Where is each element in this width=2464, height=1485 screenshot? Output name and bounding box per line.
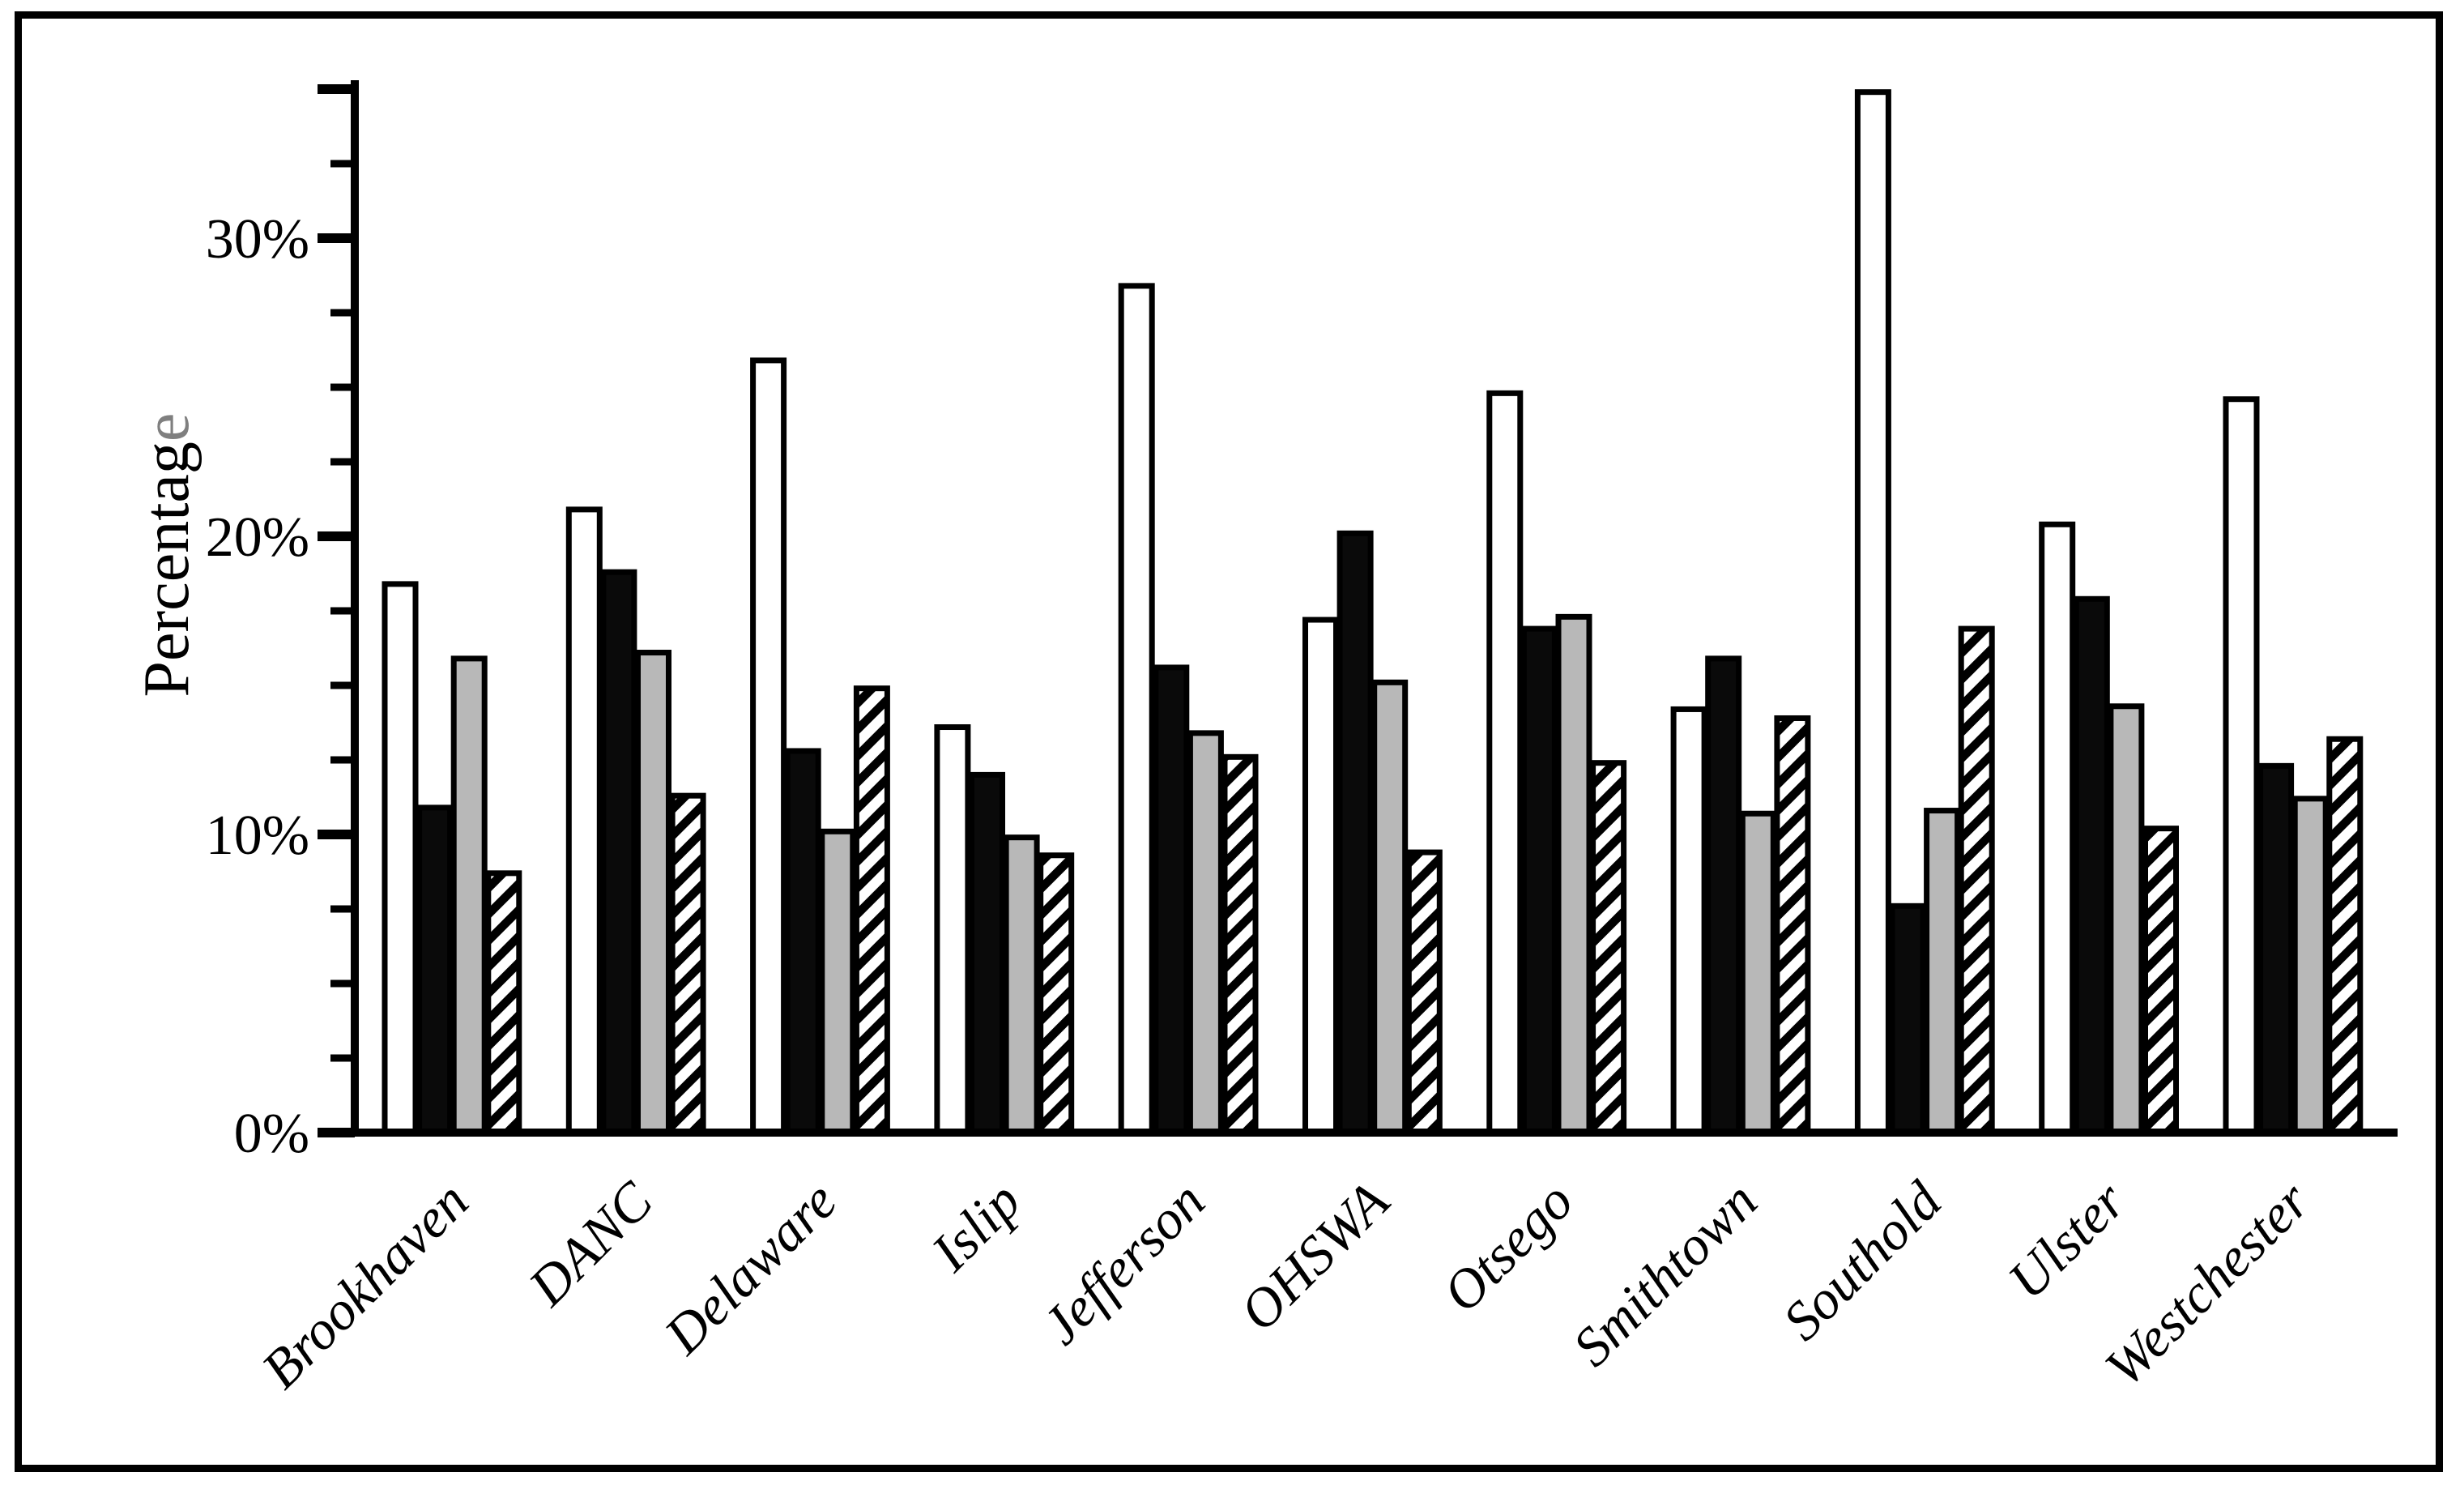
x-label-ulster: Ulster	[1996, 1169, 2137, 1310]
bar-otsego-gray	[1555, 613, 1592, 1136]
bar-southold-gray	[1924, 808, 1961, 1136]
bar-brookhaven-hatched	[485, 870, 522, 1136]
bar-ohswa-white	[1302, 617, 1339, 1136]
bar-smithtown-white	[1670, 706, 1707, 1136]
bar-otsego-black	[1520, 625, 1558, 1136]
bar-southold-hatched	[1958, 625, 1995, 1136]
bar-westchester-hatched	[2326, 736, 2364, 1136]
bar-ohswa-gray	[1371, 679, 1409, 1136]
bar-delaware-black	[784, 748, 821, 1136]
bar-danc-hatched	[669, 792, 706, 1136]
bar-jefferson-gray	[1187, 730, 1224, 1136]
bar-jefferson-hatched	[1221, 753, 1259, 1136]
bar-otsego-white	[1486, 390, 1524, 1136]
x-label-jefferson: Jefferson	[1030, 1170, 1217, 1356]
bar-ohswa-hatched	[1405, 849, 1443, 1136]
bar-brookhaven-gray	[450, 655, 488, 1136]
bar-islip-gray	[1003, 834, 1040, 1136]
bar-brookhaven-white	[382, 581, 419, 1136]
bar-westchester-gray	[2291, 796, 2329, 1136]
bars-layer	[382, 89, 2364, 1136]
bar-islip-black	[969, 771, 1005, 1136]
axes-layer	[318, 80, 2398, 1137]
x-label-danc: DANC	[516, 1169, 664, 1317]
bar-ulster-gray	[2108, 703, 2145, 1136]
bar-otsego-hatched	[1590, 760, 1627, 1136]
bar-westchester-black	[2257, 762, 2295, 1136]
bar-ulster-white	[2039, 521, 2076, 1136]
figure-border	[15, 11, 2443, 1472]
x-label-ohswa: OHSWA	[1228, 1170, 1401, 1343]
bar-smithtown-black	[1705, 655, 1742, 1136]
bar-jefferson-white	[1118, 283, 1155, 1136]
bar-ulster-black	[2073, 595, 2110, 1136]
bar-jefferson-black	[1153, 664, 1190, 1136]
bar-southold-black	[1889, 903, 1926, 1136]
x-label-delaware: Delaware	[652, 1170, 848, 1366]
bar-delaware-white	[750, 357, 787, 1136]
bar-southold-white	[1854, 89, 1891, 1136]
bar-danc-black	[600, 569, 637, 1136]
bar-delaware-hatched	[853, 685, 890, 1136]
bar-smithtown-hatched	[1774, 715, 1811, 1136]
bar-westchester-white	[2223, 396, 2260, 1136]
bar-islip-white	[934, 724, 971, 1136]
y-tick-label-30pct: 30%	[206, 208, 309, 271]
x-label-smithtown: Smithtown	[1561, 1170, 1769, 1378]
bar-delaware-gray	[819, 828, 856, 1136]
bar-ulster-hatched	[2142, 826, 2179, 1136]
bar-smithtown-gray	[1739, 810, 1776, 1136]
x-label-brookhaven: Brookhaven	[249, 1170, 480, 1400]
bar-ohswa-black	[1336, 530, 1374, 1136]
y-tick-label-10pct: 10%	[206, 804, 309, 867]
y-tick-label-0pct: 0%	[234, 1103, 309, 1165]
y-axis-title: Percentage	[131, 413, 202, 698]
x-label-southold: Southold	[1771, 1169, 1953, 1351]
x-label-islip: Islip	[919, 1170, 1032, 1283]
bar-danc-white	[565, 506, 603, 1136]
y-tick-label-20pct: 20%	[206, 506, 309, 569]
bar-islip-hatched	[1038, 852, 1075, 1136]
bar-brookhaven-black	[416, 804, 454, 1136]
x-label-otsego: Otsego	[1430, 1170, 1584, 1324]
bar-danc-gray	[635, 650, 671, 1136]
